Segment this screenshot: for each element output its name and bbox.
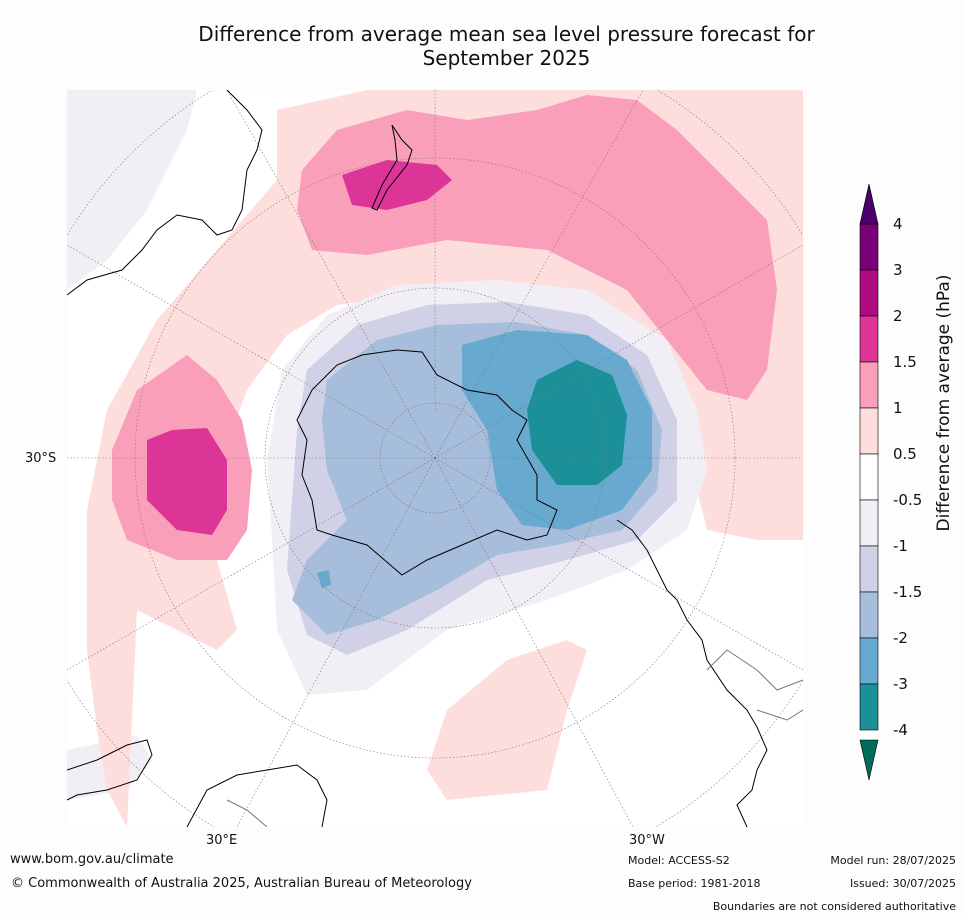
colorbar-bin-1.5-to-2 (859, 315, 879, 363)
footer-url[interactable]: www.bom.gov.au/climate (10, 852, 174, 867)
colorbar-tick--0.5: -0.5 (893, 491, 923, 509)
colorbar-tick-2: 2 (893, 307, 903, 325)
coast-australia (67, 90, 263, 296)
colorbar-under-arrow (859, 739, 879, 781)
colorbar-bin--0.5-to-0.5 (859, 453, 879, 501)
coast-africa-south (186, 764, 328, 827)
footer-disclaimer: Boundaries are not considered authoritat… (712, 900, 956, 913)
colorbar-bin--1-to--0.5 (859, 499, 879, 547)
coastlines (67, 90, 768, 827)
lon-label-30w: 30°W (629, 833, 665, 848)
colorbar-tick--2: -2 (893, 629, 908, 647)
colorbar-tick-0.5: 0.5 (893, 445, 917, 463)
map-svg (67, 90, 803, 827)
coast-antarctica (296, 349, 558, 576)
colorbar-tick--4: -4 (893, 721, 908, 739)
colorbar-bin--4-to--3 (859, 683, 879, 731)
colorbar-tick--3: -3 (893, 675, 908, 693)
title-line-1: Difference from average mean sea level p… (198, 22, 815, 46)
title-line-2: September 2025 (422, 46, 591, 70)
footer-copyright: © Commonwealth of Australia 2025, Austra… (11, 876, 472, 891)
boundaries (226, 649, 803, 827)
colorbar-label: Difference from average (hPa) (934, 274, 954, 532)
footer-issued: Issued: 30/07/2025 (849, 877, 956, 890)
anomaly-neg-3 (527, 360, 627, 485)
footer-base-period: Base period: 1981-2018 (628, 877, 761, 890)
lat-label-30s: 30°S (25, 451, 57, 466)
colorbar-bin-2-to-3 (859, 269, 879, 317)
colorbar-bin--3-to--2 (859, 637, 879, 685)
colorbar-bin-1-to-1.5 (859, 361, 879, 409)
colorbar-tick--1: -1 (893, 537, 908, 555)
colorbar-tick-1: 1 (893, 399, 903, 417)
colorbar (859, 183, 879, 781)
lon-label-30e: 30°E (206, 833, 238, 848)
map-panel (67, 90, 803, 827)
chart-title: Difference from average mean sea level p… (0, 22, 965, 70)
colorbar-bin-3-to-4 (859, 223, 879, 271)
colorbar-over-arrow (859, 183, 879, 225)
footer-model-run: Model run: 28/07/2025 (830, 854, 956, 867)
colorbar-bins (859, 223, 879, 731)
footer-model: Model: ACCESS-S2 (628, 854, 730, 867)
colorbar-bin-0.5-to-1 (859, 407, 879, 455)
anomaly-pos-15-west (147, 428, 227, 535)
colorbar-bin--1.5-to--1 (859, 545, 879, 593)
anomaly-pos-15-nz (342, 160, 452, 210)
coast-africa (67, 739, 153, 801)
colorbar-tick-1.5: 1.5 (893, 353, 917, 371)
colorbar-tick-4: 4 (893, 215, 903, 233)
colorbar-tick-3: 3 (893, 261, 903, 279)
colorbar-tick--1.5: -1.5 (893, 583, 923, 601)
anomaly-pos-05-b (427, 640, 587, 800)
colorbar-bin--2-to--1.5 (859, 591, 879, 639)
coast-south-america (616, 519, 768, 827)
land-australia (67, 90, 197, 290)
coast-new-zealand (371, 124, 413, 211)
graticule (67, 90, 803, 827)
